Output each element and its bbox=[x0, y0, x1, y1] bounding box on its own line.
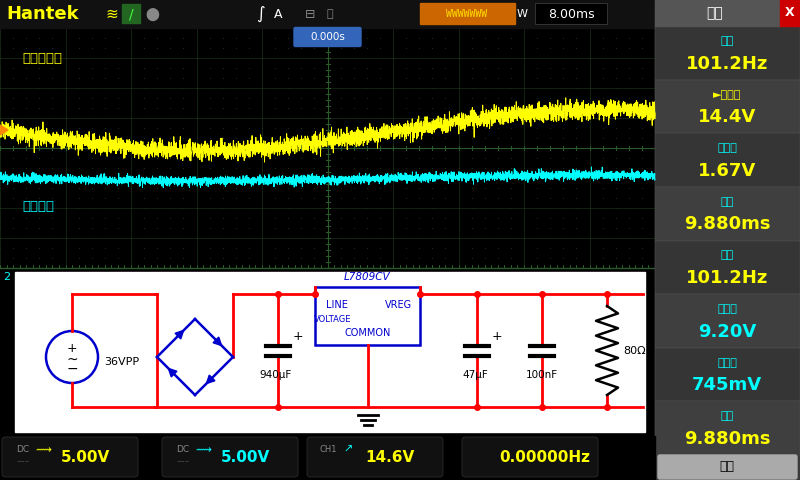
Text: 周期: 周期 bbox=[720, 197, 734, 207]
Text: A: A bbox=[274, 8, 282, 21]
Text: ≋: ≋ bbox=[106, 7, 118, 22]
Polygon shape bbox=[169, 369, 177, 377]
Text: 频率: 频率 bbox=[720, 36, 734, 46]
Polygon shape bbox=[213, 337, 222, 346]
Text: 平均値: 平均値 bbox=[717, 304, 737, 314]
FancyBboxPatch shape bbox=[307, 437, 443, 477]
Text: −: − bbox=[66, 362, 78, 376]
Text: 9.20V: 9.20V bbox=[698, 323, 756, 341]
Bar bbox=[420, 3, 515, 24]
Text: COMMON: COMMON bbox=[344, 328, 390, 338]
Text: ⟿: ⟿ bbox=[195, 445, 211, 455]
FancyBboxPatch shape bbox=[462, 437, 598, 477]
Text: ⁻⁻⁻: ⁻⁻⁻ bbox=[17, 458, 30, 468]
Text: 9.880ms: 9.880ms bbox=[684, 216, 770, 233]
FancyBboxPatch shape bbox=[2, 437, 138, 477]
Bar bbox=[15, 272, 645, 432]
Text: 0.000s: 0.000s bbox=[310, 32, 345, 42]
Text: X: X bbox=[785, 7, 795, 20]
Text: 5.00V: 5.00V bbox=[220, 449, 270, 465]
Text: ⬤: ⬤ bbox=[145, 7, 159, 21]
Text: 稳压输出: 稳压输出 bbox=[22, 201, 54, 214]
Polygon shape bbox=[0, 125, 8, 135]
Bar bbox=[655, 0, 780, 26]
Text: 47μF: 47μF bbox=[462, 371, 488, 381]
Bar bbox=[535, 3, 607, 24]
Text: ⬛: ⬛ bbox=[326, 9, 334, 19]
Text: WWWWWWW: WWWWWWW bbox=[446, 9, 487, 19]
Text: 1.67V: 1.67V bbox=[698, 162, 756, 180]
Text: 36VPP: 36VPP bbox=[104, 357, 139, 367]
Bar bbox=[655, 187, 800, 240]
Text: 5.00V: 5.00V bbox=[60, 449, 110, 465]
Text: LINE: LINE bbox=[326, 300, 348, 310]
Bar bbox=[655, 240, 800, 294]
Bar bbox=[0, 28, 655, 268]
Text: VOLTAGE: VOLTAGE bbox=[314, 315, 352, 324]
Text: 14.6V: 14.6V bbox=[366, 449, 414, 465]
Polygon shape bbox=[206, 375, 215, 384]
FancyBboxPatch shape bbox=[294, 27, 361, 47]
FancyBboxPatch shape bbox=[658, 455, 797, 479]
Text: DC: DC bbox=[17, 445, 30, 455]
Bar bbox=[122, 4, 140, 23]
Bar bbox=[655, 133, 800, 187]
Text: 频率: 频率 bbox=[720, 251, 734, 261]
FancyBboxPatch shape bbox=[315, 287, 420, 345]
FancyBboxPatch shape bbox=[162, 437, 298, 477]
Text: ►平均値: ►平均値 bbox=[713, 90, 741, 100]
Text: 940μF: 940μF bbox=[260, 371, 292, 381]
Text: ↗: ↗ bbox=[343, 445, 353, 455]
Bar bbox=[655, 348, 800, 401]
Text: 101.2Hz: 101.2Hz bbox=[686, 269, 768, 287]
Bar bbox=[0, 0, 800, 28]
Text: 8.00ms: 8.00ms bbox=[548, 8, 594, 21]
Text: VREG: VREG bbox=[385, 300, 411, 310]
Text: 14.4V: 14.4V bbox=[698, 108, 756, 126]
Text: ⟿: ⟿ bbox=[35, 445, 51, 455]
Text: 非稳压输入: 非稳压输入 bbox=[22, 51, 62, 64]
Text: 周期: 周期 bbox=[720, 411, 734, 421]
Text: W: W bbox=[517, 9, 527, 19]
Polygon shape bbox=[175, 330, 183, 339]
Text: ⊟: ⊟ bbox=[305, 8, 315, 21]
Text: /: / bbox=[129, 7, 134, 21]
Text: 9.880ms: 9.880ms bbox=[684, 430, 770, 448]
Text: 0.00000Hz: 0.00000Hz bbox=[499, 449, 590, 465]
Text: 745mV: 745mV bbox=[692, 376, 762, 394]
Bar bbox=[655, 0, 800, 480]
Text: 101.2Hz: 101.2Hz bbox=[686, 55, 768, 72]
Text: 峰峰値: 峰峰値 bbox=[717, 143, 737, 153]
Text: +: + bbox=[66, 341, 78, 355]
Text: ~: ~ bbox=[66, 353, 78, 367]
Bar bbox=[780, 0, 800, 26]
Text: ∫: ∫ bbox=[256, 5, 264, 23]
Bar bbox=[655, 26, 800, 80]
Text: 设置: 设置 bbox=[719, 460, 734, 473]
Text: DC: DC bbox=[177, 445, 190, 455]
Text: +: + bbox=[492, 330, 502, 343]
Text: Hantek: Hantek bbox=[6, 5, 78, 23]
Text: 2: 2 bbox=[3, 272, 10, 282]
Bar bbox=[655, 80, 800, 133]
Text: 80Ω: 80Ω bbox=[623, 346, 646, 356]
Text: 峰峰値: 峰峰値 bbox=[717, 358, 737, 368]
Bar bbox=[655, 401, 800, 455]
Bar bbox=[655, 294, 800, 348]
Text: +: + bbox=[293, 330, 304, 343]
Text: 测量: 测量 bbox=[706, 6, 723, 20]
Text: CH1: CH1 bbox=[319, 445, 337, 455]
Text: 100nF: 100nF bbox=[526, 371, 558, 381]
Bar bbox=[0, 436, 655, 480]
Text: L7809CV: L7809CV bbox=[344, 272, 391, 282]
Text: ⁻⁻⁻: ⁻⁻⁻ bbox=[177, 458, 190, 468]
